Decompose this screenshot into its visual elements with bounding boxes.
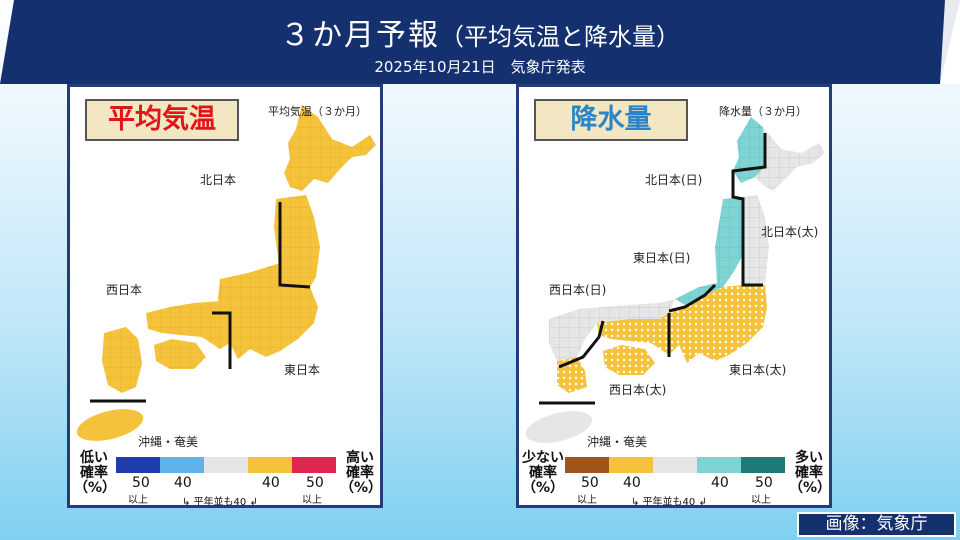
- western-honshu: [146, 301, 230, 349]
- east-japan-pacific: [669, 285, 767, 363]
- region-label-north-sea: 北日本(日): [645, 173, 703, 187]
- precipitation-panel: 降水量 降水量（３か月） 北日本(日) 北日本(太) 東日本(日) 東日本(太)…: [516, 84, 832, 508]
- header-banner: [0, 0, 960, 84]
- legend-tick-2: 40: [623, 475, 641, 491]
- legend-tick-1: 50: [581, 475, 599, 491]
- page-title: ３か月予報（平均気温と降水量）: [0, 10, 960, 54]
- legend-tick-4: 50: [306, 475, 324, 491]
- west-japan-sea: [549, 299, 675, 361]
- precipitation-badge: 降水量: [534, 99, 688, 141]
- legend-tick-4: 50: [755, 475, 773, 491]
- legend-high-label: 高い 確率 （%）: [340, 450, 383, 496]
- boundary-west: [558, 320, 605, 369]
- legend-high-label: 多い 確率 （%）: [789, 450, 832, 496]
- tohoku: [274, 195, 320, 287]
- temperature-map-caption: 平均気温（３か月）: [268, 105, 367, 118]
- legend-tick-3: 40: [262, 475, 280, 491]
- title-main: ３か月予報: [280, 18, 440, 53]
- region-label-east: 東日本: [284, 363, 321, 377]
- image-credit: 画像：気象庁: [797, 512, 956, 537]
- precipitation-map-caption: 降水量（３か月）: [719, 105, 807, 118]
- legend-or-more-1: 以上: [128, 495, 148, 506]
- legend-low-label: 少ない 確率 （%）: [521, 450, 565, 496]
- region-label-okinawa: 沖縄・奄美: [587, 435, 648, 449]
- legend-or-more-2: 以上: [302, 495, 322, 506]
- legend-normal-note: ↳ 平年並も40 ↲: [182, 497, 258, 508]
- shikoku: [603, 345, 655, 375]
- legend-or-more-1: 以上: [577, 495, 597, 506]
- boundary-north-east: [278, 202, 311, 289]
- boundary-north: [731, 133, 767, 287]
- region-label-north: 北日本: [200, 173, 237, 187]
- boundary-east-sea: [668, 283, 717, 313]
- legend-low-label: 低い 確率 （%）: [74, 450, 117, 496]
- region-label-okinawa: 沖縄・奄美: [138, 435, 199, 449]
- tohoku-japan-sea: [715, 197, 743, 283]
- legend-tick-2: 40: [174, 475, 192, 491]
- hokkaido-pacific: [755, 127, 825, 191]
- temperature-badge: 平均気温: [85, 99, 239, 141]
- region-label-east-sea: 東日本(日): [633, 251, 691, 265]
- legend-or-more-2: 以上: [751, 495, 771, 506]
- hokkaido: [284, 105, 376, 191]
- region-label-west-pacific: 西日本(太): [609, 383, 667, 397]
- hokuriku: [675, 273, 733, 305]
- region-label-west: 西日本: [106, 283, 143, 297]
- precipitation-map: [525, 117, 825, 473]
- temperature-map: [76, 105, 376, 473]
- kyushu: [102, 327, 142, 393]
- region-label-west-sea: 西日本(日): [549, 283, 607, 297]
- legend-tick-3: 40: [711, 475, 729, 491]
- region-label-east-pacific: 東日本(太): [729, 363, 787, 377]
- temperature-legend-bar: [116, 457, 336, 473]
- region-label-north-pacific: 北日本(太): [761, 225, 819, 239]
- okinawa-area: [525, 411, 593, 443]
- west-japan-pacific-north: [597, 313, 679, 355]
- okinawa-area: [76, 409, 144, 441]
- shikoku: [154, 339, 206, 369]
- boundary-east-west: [212, 311, 232, 369]
- tohoku-pacific: [743, 195, 769, 285]
- legend-tick-1: 50: [132, 475, 150, 491]
- title-sub: （平均気温と降水量）: [440, 23, 680, 51]
- legend-normal-note: ↳ 平年並も40 ↲: [631, 497, 707, 508]
- temperature-panel: 平均気温 平均気温（３か月） 北日本 東日本 西日本 沖縄・奄美 低い 確率 （%）…: [67, 84, 383, 508]
- banner-shape: [0, 0, 960, 84]
- issue-date: 2025年10月21日 気象庁発表: [374, 58, 586, 76]
- precipitation-legend-bar: [565, 457, 785, 473]
